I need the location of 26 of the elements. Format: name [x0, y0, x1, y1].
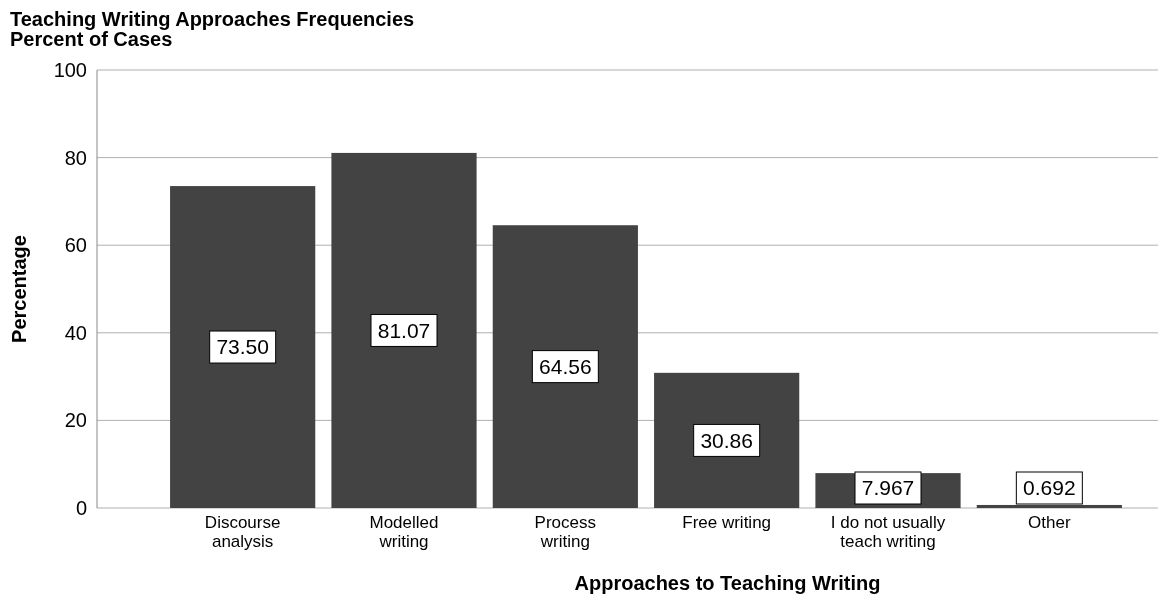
y-tick-label: 40 — [64, 321, 87, 344]
y-tick-label: 60 — [64, 234, 87, 257]
data-label: 73.50 — [216, 335, 269, 359]
y-tick-label: 20 — [64, 409, 87, 432]
y-tick-label: 80 — [64, 146, 87, 169]
x-tick-label: Free writing — [682, 513, 772, 532]
data-label: 64.56 — [539, 354, 592, 378]
y-tick-label: 0 — [75, 497, 87, 519]
x-tick-label: Other — [1028, 513, 1071, 532]
bar — [976, 504, 1122, 508]
x-axis-title: Approaches to Teaching Writing — [574, 572, 881, 594]
y-tick-label: 100 — [53, 59, 87, 81]
data-label: 0.692 — [1023, 476, 1076, 500]
chart-title: Teaching Writing Approaches Frequencies — [10, 8, 415, 30]
x-tick-label: I do not usually teach writing — [830, 513, 946, 551]
data-label: 30.86 — [700, 428, 753, 452]
data-label: 81.07 — [377, 318, 431, 342]
x-tick-label: Process writing — [534, 513, 597, 551]
bar — [654, 372, 800, 508]
x-tick-label: Modelled writing — [369, 513, 439, 551]
bar — [170, 186, 316, 508]
data-label: 7.967 — [861, 476, 915, 500]
bar — [331, 152, 477, 508]
y-axis-title: Percentage — [8, 235, 30, 343]
x-tick-label: Discourse analysis — [204, 513, 281, 551]
bar — [492, 225, 638, 508]
